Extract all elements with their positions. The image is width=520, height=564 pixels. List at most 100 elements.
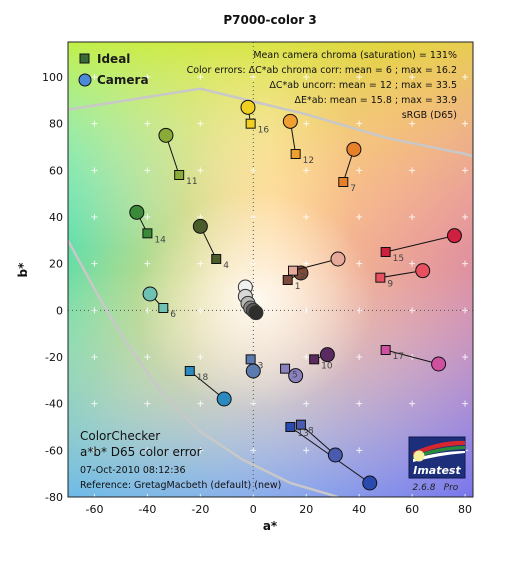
y-tick-label: 0 — [56, 304, 63, 317]
x-tick-label: 80 — [458, 503, 472, 516]
ideal-point — [282, 275, 293, 285]
camera-point — [192, 218, 208, 234]
plot-border — [67, 41, 474, 498]
grid-cross — [250, 400, 257, 407]
grid-cross — [144, 120, 151, 127]
neutral-camera-point — [248, 305, 264, 321]
grid-cross — [144, 74, 151, 80]
grid-cross — [303, 494, 310, 497]
camera-point — [245, 363, 261, 379]
grid-cross — [409, 494, 416, 497]
grid-cross — [462, 354, 469, 360]
y-tick-labels: -80 -60 -40 -20 0 20 40 60 80 100 — [42, 71, 63, 504]
badge-green-swoosh — [413, 446, 465, 459]
patch-number-label: 15 — [393, 254, 404, 264]
patch-number-label: 3 — [258, 361, 264, 371]
grid-cross — [303, 354, 310, 360]
grid-cross — [91, 74, 98, 80]
x-tick-label: 0 — [250, 503, 257, 516]
stat-colorspace: sRGB (D65) — [402, 110, 457, 121]
camera-point — [346, 141, 362, 157]
y-tick-label: 20 — [49, 258, 63, 271]
grid-cross — [409, 260, 416, 267]
grid-cross — [91, 447, 98, 454]
grid-cross — [303, 307, 310, 314]
grid-cross — [197, 400, 204, 407]
grid-cross — [250, 494, 257, 497]
grid-cross — [144, 214, 151, 220]
grid-cross — [462, 307, 469, 314]
grid-cross — [356, 74, 363, 80]
grid-cross — [409, 120, 416, 127]
badge-name: Imatest — [413, 464, 461, 477]
footer-title: ColorChecker — [80, 429, 160, 443]
grid-cross — [409, 74, 416, 80]
ideal-point — [290, 149, 301, 159]
patch-number-label: 16 — [258, 126, 270, 136]
grid-cross — [144, 494, 151, 497]
camera-point — [142, 286, 158, 302]
badge-white-swoosh — [413, 451, 465, 462]
camera-point — [288, 368, 304, 384]
badge-version: 2.6.8 — [413, 483, 436, 493]
patch-number-label: 11 — [186, 177, 197, 187]
grid-cross — [144, 307, 151, 314]
grid-cross — [91, 120, 98, 127]
camera-point — [216, 391, 232, 407]
camera-point — [431, 356, 447, 372]
grid-cross — [197, 307, 204, 314]
y-tick-label: -20 — [45, 351, 63, 364]
grid-cross — [303, 447, 310, 454]
grid-cross — [356, 447, 363, 454]
stats-block: Mean camera chroma (saturation) = 131% C… — [187, 50, 457, 121]
grid-cross — [197, 167, 204, 174]
grid-cross — [250, 260, 257, 267]
stat-chroma-corr: Color errors: ΔC*ab chroma corr: mean = … — [187, 65, 457, 76]
grid-cross — [91, 400, 98, 407]
badge-edition: Pro — [444, 483, 459, 493]
patch-number-label: 5 — [292, 371, 298, 381]
grid-cross — [462, 120, 469, 127]
ideal-point — [288, 265, 298, 276]
grid-cross — [462, 494, 469, 497]
patch-number-label: 18 — [197, 373, 209, 383]
x-tick-label: 40 — [352, 503, 366, 516]
x-tick-label: 60 — [405, 503, 419, 516]
ideal-point — [285, 422, 296, 432]
grid-cross — [356, 120, 363, 127]
grid-cross — [250, 74, 257, 80]
ideal-point — [295, 419, 306, 430]
error-line — [300, 424, 336, 456]
imatest-badge: Imatest 2.6.8 Pro — [408, 436, 466, 493]
grid-cross — [356, 260, 363, 267]
y-tick-label: -80 — [45, 491, 63, 504]
grid-cross — [303, 120, 310, 127]
patch-number-label: 6 — [170, 310, 176, 320]
ideal-point — [280, 363, 291, 374]
badge-sun — [413, 450, 425, 462]
legend-camera-marker — [78, 73, 92, 87]
grid-cross — [303, 74, 310, 80]
footer-reference: Reference: GretagMacbeth (default) (new) — [80, 480, 281, 491]
camera-point — [446, 228, 462, 244]
ideal-point — [380, 345, 391, 355]
grid-cross — [250, 447, 257, 454]
error-line — [292, 258, 339, 272]
gamut-boundary — [68, 87, 473, 497]
legend-camera-label: Camera — [97, 73, 149, 87]
ideal-point — [142, 228, 153, 239]
grid-cross — [144, 400, 151, 407]
footer-block: ColorChecker a*b* D65 color error 07-Oct… — [80, 429, 281, 491]
grid-cross — [409, 214, 416, 220]
grid-cross — [197, 447, 204, 454]
grid-cross — [356, 494, 363, 497]
camera-point — [327, 447, 343, 463]
footer-date: 07-Oct-2010 08:12:36 — [80, 465, 186, 476]
patch-number-label: 8 — [308, 427, 314, 437]
grid-cross — [197, 354, 204, 360]
grid-cross — [409, 307, 416, 314]
gamut-top-line — [68, 87, 473, 158]
grid-cross — [356, 167, 363, 174]
